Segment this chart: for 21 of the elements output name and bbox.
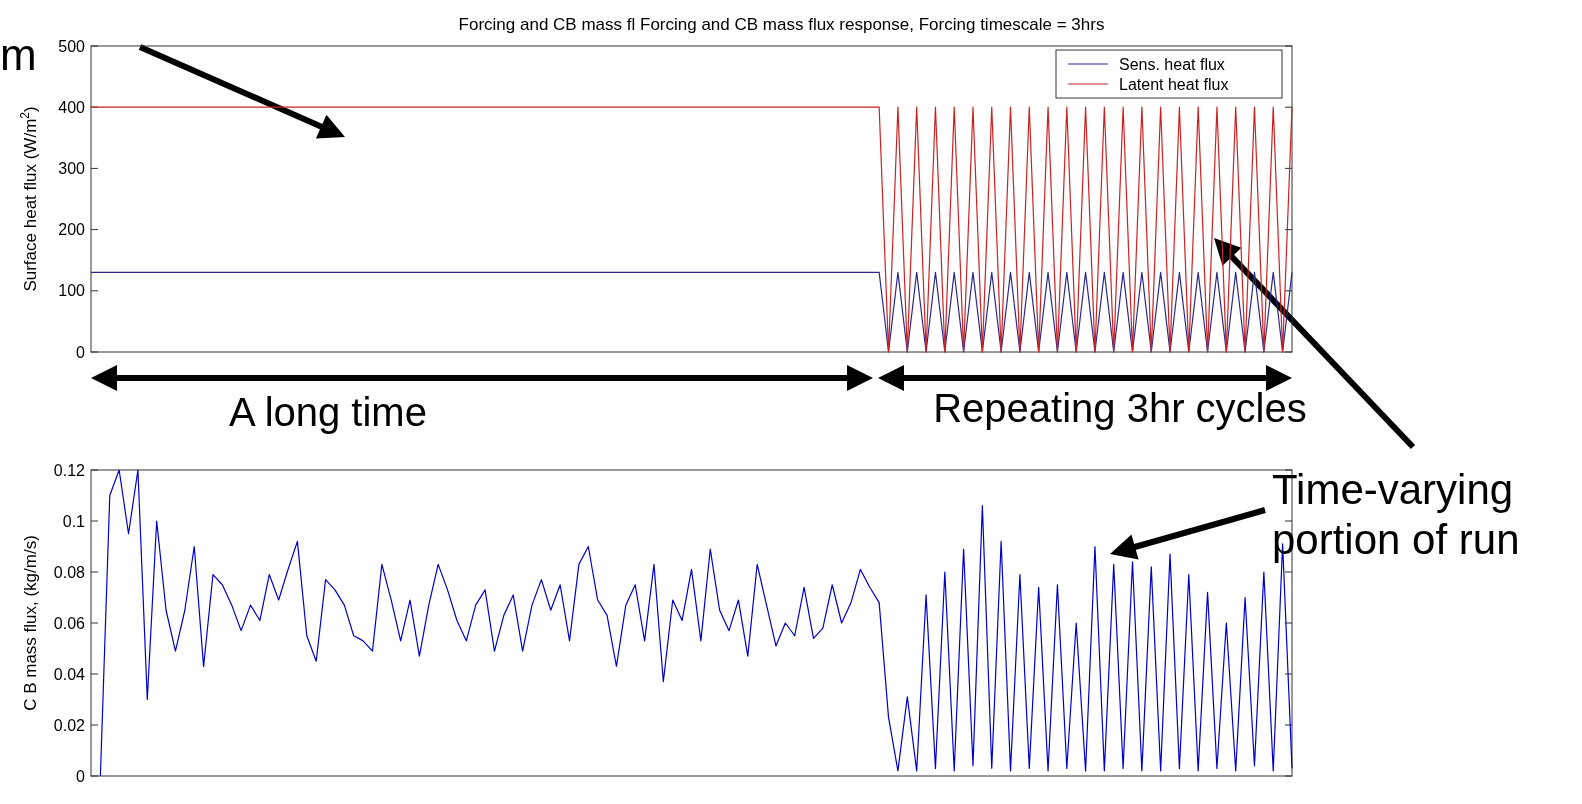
y-tick-label: 0.06 — [53, 614, 86, 632]
legend-label: Sens. heat flux — [1119, 56, 1225, 73]
y-tick-label: 200 — [58, 221, 86, 239]
y-axis-title: C B mass flux, (kg/m/s) — [21, 535, 40, 711]
y-tick-label: 0 — [76, 343, 86, 361]
y-tick-label: 0.12 — [53, 461, 86, 479]
y-tick-label: 0.1 — [62, 512, 86, 530]
legend-label: Latent heat flux — [1119, 76, 1229, 93]
y-tick-label: 0.02 — [53, 716, 86, 734]
text: Repeating 3hr cycles — [933, 386, 1307, 430]
y-tick-label: 0.04 — [53, 665, 86, 683]
y-tick-label: 300 — [58, 160, 86, 177]
y-tick-label: 500 — [58, 37, 86, 55]
text: m — [0, 30, 37, 79]
text: A long time — [229, 390, 427, 434]
chart-title: Forcing and CB mass fl Forcing and CB mass flux response, Forcing timescale = 3hrs — [458, 15, 1105, 34]
annotation: Time-varying portion of run — [1272, 466, 1520, 564]
y-tick-label: 0 — [76, 767, 86, 785]
y-tick-label: 0.08 — [53, 563, 86, 581]
y-tick-label: 100 — [58, 282, 86, 300]
y-tick-label: 400 — [58, 98, 86, 116]
